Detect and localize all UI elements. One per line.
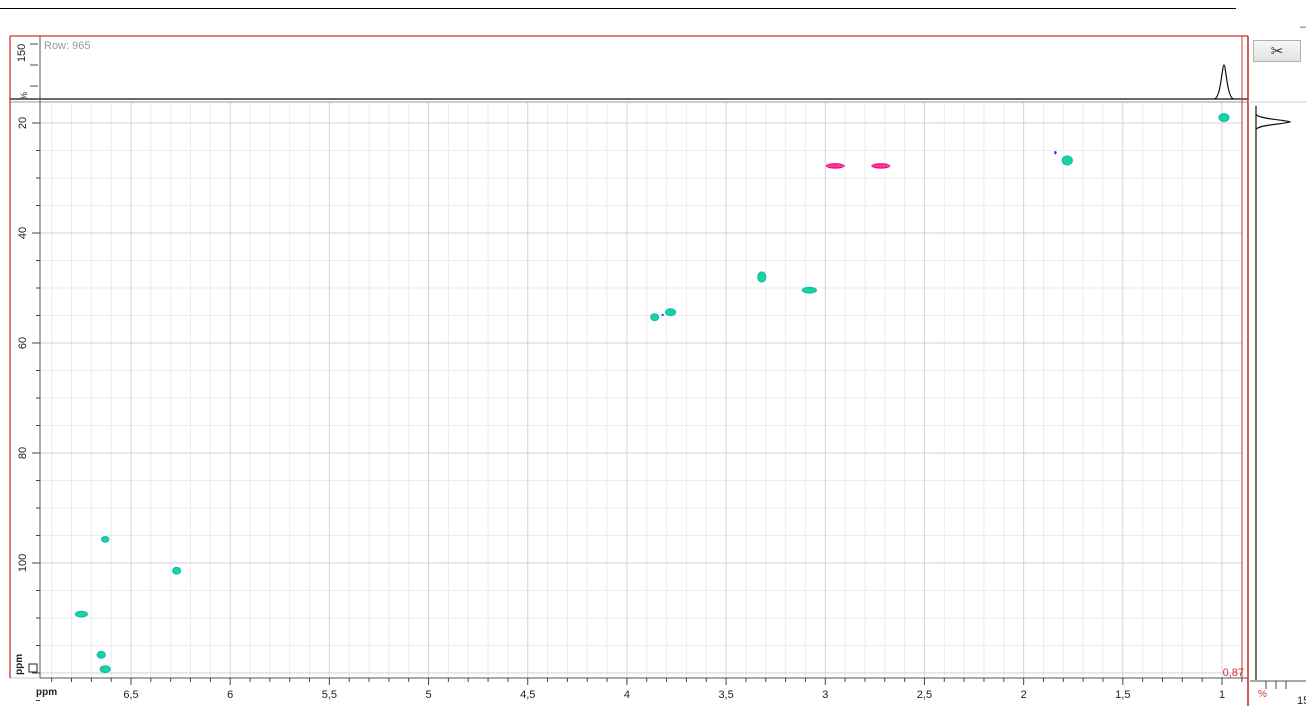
x-tick-label: 6 (227, 689, 233, 701)
cross-peak-negative-contour (830, 164, 834, 168)
scissors-button[interactable]: ✂ (1253, 40, 1301, 62)
top-projection-panel (10, 36, 1248, 102)
y-axis-label: ppm (14, 654, 25, 675)
x-tick-label: 1,5 (1115, 689, 1130, 701)
side-projection-panel (1250, 102, 1306, 680)
x-tick-label: 4,5 (520, 689, 535, 701)
x-tick-label: 3 (822, 689, 828, 701)
y-tick-label: 20 (17, 117, 29, 129)
top-projection-peak (1213, 64, 1235, 100)
y-tick-label: 80 (17, 447, 29, 459)
cross-peak-negative-contour (826, 164, 830, 168)
x-tick-label: 1 (1219, 689, 1225, 701)
x-tick-label: 4 (624, 689, 630, 701)
plot-background (10, 36, 1248, 678)
cross-peak-negative-contour (872, 164, 876, 168)
cross-peak-positive (757, 271, 767, 283)
cross-peak-negative-contour (875, 164, 879, 168)
cross-peak-negative-contour (879, 164, 883, 168)
window-top-border (0, 8, 1236, 9)
x-tick-label: 5,5 (322, 689, 337, 701)
y-axis-ticks: 20 40 60 80 100 (17, 117, 40, 701)
cross-peak-positive (172, 566, 182, 575)
intensity-readout: 0,87 (1223, 667, 1244, 679)
scissors-icon: ✂ (1270, 42, 1284, 60)
y-tick-label: 60 (17, 337, 29, 349)
noise-spot (1054, 151, 1057, 155)
cross-peak-negative-contour (840, 164, 844, 168)
x-tick-label: 5 (425, 689, 431, 701)
y-tick-label: 100 (17, 554, 29, 572)
x-tick-label: 6,5 (123, 689, 138, 701)
cross-peak-positive (100, 535, 110, 543)
top-y-tick-label: 150 (16, 44, 28, 62)
cross-peak-positive (1218, 113, 1230, 123)
y-axis-unit-box-icon (28, 663, 38, 673)
cross-peaks (74, 113, 1230, 674)
window-collapse-control[interactable]: – (1300, 19, 1306, 33)
cross-peak-positive (650, 313, 660, 322)
top-percent-label: % (19, 92, 29, 100)
major-grid (40, 102, 1242, 678)
x-axis-ticks: 6,5 6 5,5 5 4,5 4 3,5 3 2,5 2 1,5 1 (51, 678, 1243, 701)
cross-peak-positive (801, 286, 817, 294)
cross-peak-positive (1061, 155, 1073, 166)
x-tick-label: 2,5 (917, 689, 932, 701)
x-tick-label: 3,5 (718, 689, 733, 701)
cross-peak-negative-contour (833, 164, 837, 168)
side-tick-label: 15 (1297, 695, 1306, 706)
cross-peak-negative-contour (882, 164, 886, 168)
cross-peak-positive (74, 610, 89, 618)
x-tick-label: 2 (1021, 689, 1027, 701)
side-percent-label: % (1258, 689, 1267, 700)
cross-peak-positive (664, 308, 677, 317)
cross-peak-negative-contour (837, 164, 841, 168)
cross-peak-positive (99, 665, 111, 674)
side-projection-peak (1255, 113, 1292, 131)
noise-spot (661, 313, 664, 317)
x-axis-label: ppm (36, 687, 57, 698)
minor-grid (40, 102, 1243, 678)
cross-peak-positive (96, 650, 106, 659)
y-tick-label: 40 (17, 227, 29, 239)
row-label: Row: 965 (44, 40, 90, 52)
cross-peak-negative-contour (886, 164, 890, 168)
